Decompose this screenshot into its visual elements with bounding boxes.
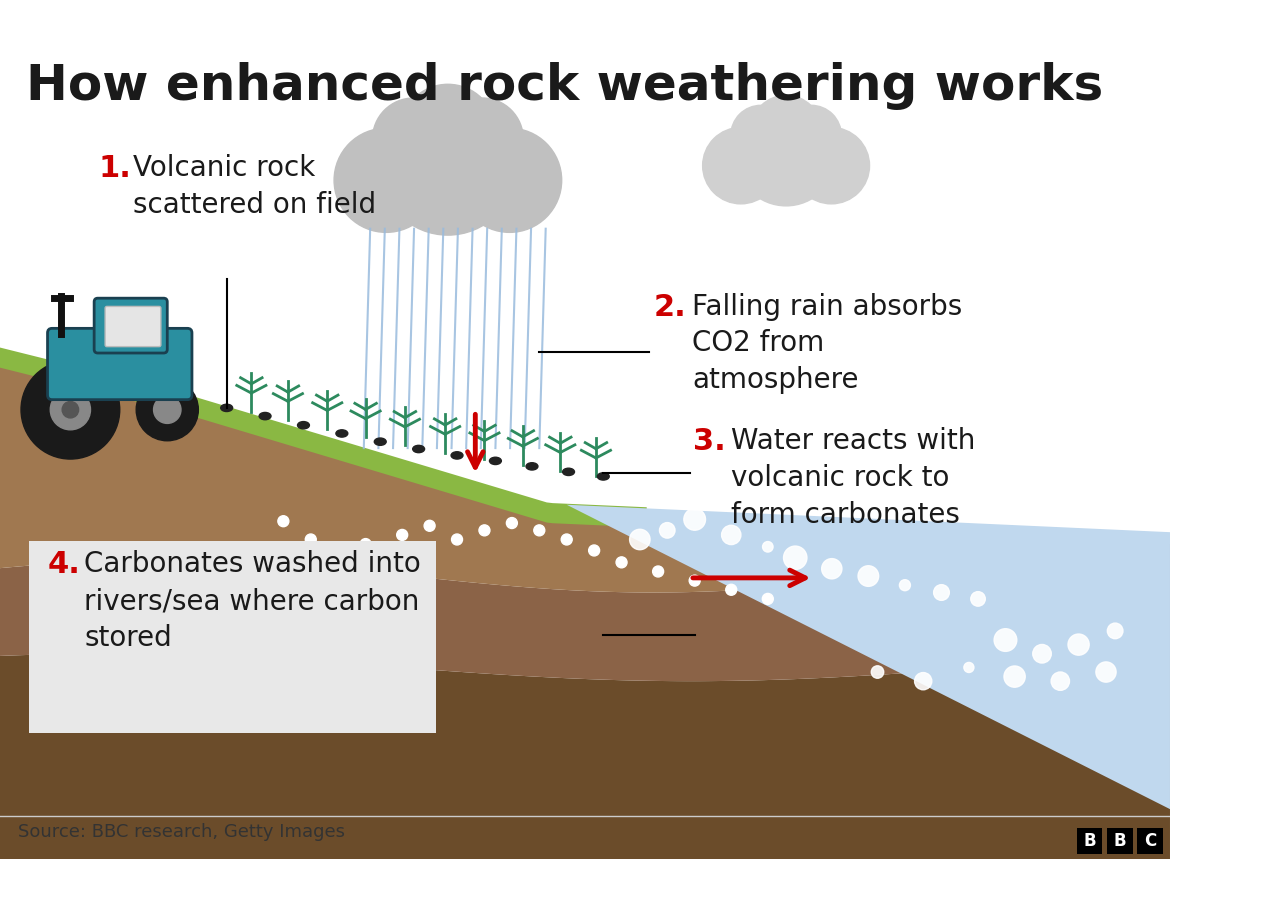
Circle shape <box>630 529 650 550</box>
Circle shape <box>534 524 545 536</box>
Circle shape <box>659 523 675 538</box>
Circle shape <box>726 585 737 595</box>
Ellipse shape <box>526 462 538 470</box>
Text: 3.: 3. <box>692 427 726 456</box>
Circle shape <box>63 401 78 418</box>
Circle shape <box>781 105 841 165</box>
Ellipse shape <box>259 412 271 419</box>
Ellipse shape <box>563 468 575 476</box>
Text: 1.: 1. <box>99 154 132 183</box>
Circle shape <box>479 524 490 536</box>
Circle shape <box>964 663 974 673</box>
Circle shape <box>722 525 741 544</box>
Ellipse shape <box>335 430 348 437</box>
Circle shape <box>689 575 700 586</box>
Circle shape <box>20 360 120 459</box>
Text: Falling rain absorbs
CO2 from
atmosphere: Falling rain absorbs CO2 from atmosphere <box>692 293 963 394</box>
Circle shape <box>703 128 780 204</box>
Circle shape <box>360 539 371 550</box>
Ellipse shape <box>374 438 387 445</box>
Circle shape <box>653 566 663 577</box>
Text: Source: BBC research, Getty Images: Source: BBC research, Getty Images <box>18 823 346 841</box>
Circle shape <box>1051 672 1070 691</box>
FancyBboxPatch shape <box>29 541 436 734</box>
Polygon shape <box>0 348 646 527</box>
Polygon shape <box>0 559 1170 682</box>
Circle shape <box>136 379 198 441</box>
Circle shape <box>616 557 627 568</box>
Circle shape <box>1107 623 1123 638</box>
FancyBboxPatch shape <box>105 306 161 347</box>
Circle shape <box>589 545 599 556</box>
Text: 4.: 4. <box>47 550 81 579</box>
Circle shape <box>372 98 454 180</box>
Text: 2.: 2. <box>654 293 686 321</box>
Ellipse shape <box>489 457 502 464</box>
FancyBboxPatch shape <box>95 298 168 353</box>
Circle shape <box>379 98 516 235</box>
FancyBboxPatch shape <box>1107 828 1133 854</box>
FancyBboxPatch shape <box>47 329 192 400</box>
Circle shape <box>794 128 869 204</box>
Circle shape <box>1033 645 1051 663</box>
Circle shape <box>684 508 705 530</box>
Circle shape <box>561 534 572 545</box>
Circle shape <box>900 580 910 591</box>
Text: How enhanced rock weathering works: How enhanced rock weathering works <box>26 62 1103 110</box>
Circle shape <box>424 520 435 532</box>
Circle shape <box>915 673 932 690</box>
Circle shape <box>397 530 407 541</box>
Circle shape <box>763 594 773 604</box>
Ellipse shape <box>220 404 233 411</box>
Circle shape <box>995 629 1016 651</box>
Circle shape <box>452 534 462 545</box>
Ellipse shape <box>451 452 463 459</box>
Circle shape <box>278 515 289 527</box>
Circle shape <box>763 541 773 552</box>
Circle shape <box>333 548 344 559</box>
Ellipse shape <box>412 445 425 453</box>
Polygon shape <box>567 505 1170 809</box>
FancyBboxPatch shape <box>1076 828 1102 854</box>
Polygon shape <box>0 361 1170 593</box>
Circle shape <box>1004 666 1025 687</box>
Circle shape <box>457 128 562 233</box>
Circle shape <box>822 559 842 579</box>
Circle shape <box>50 390 91 430</box>
Circle shape <box>1068 634 1089 656</box>
FancyBboxPatch shape <box>1137 828 1162 854</box>
Circle shape <box>783 546 806 569</box>
Circle shape <box>154 396 180 423</box>
Circle shape <box>751 95 822 165</box>
Text: Volcanic rock
scattered on field: Volcanic rock scattered on field <box>133 154 375 218</box>
Circle shape <box>334 128 438 233</box>
Text: Carbonates washed into
rivers/sea where carbon
stored: Carbonates washed into rivers/sea where … <box>84 550 421 652</box>
Circle shape <box>442 98 524 180</box>
Text: C: C <box>1144 832 1156 850</box>
Polygon shape <box>0 654 1170 859</box>
Circle shape <box>1096 662 1116 682</box>
Ellipse shape <box>598 472 609 480</box>
Ellipse shape <box>297 421 310 429</box>
Circle shape <box>872 665 883 678</box>
Circle shape <box>731 105 791 165</box>
Circle shape <box>970 592 986 606</box>
Text: B: B <box>1114 832 1126 850</box>
Text: Water reacts with
volcanic rock to
form carbonates: Water reacts with volcanic rock to form … <box>731 427 975 529</box>
Circle shape <box>736 105 836 206</box>
Text: B: B <box>1083 832 1096 850</box>
Circle shape <box>306 534 316 545</box>
Circle shape <box>933 585 950 601</box>
Circle shape <box>507 517 517 529</box>
Circle shape <box>858 566 878 586</box>
Circle shape <box>399 84 495 180</box>
